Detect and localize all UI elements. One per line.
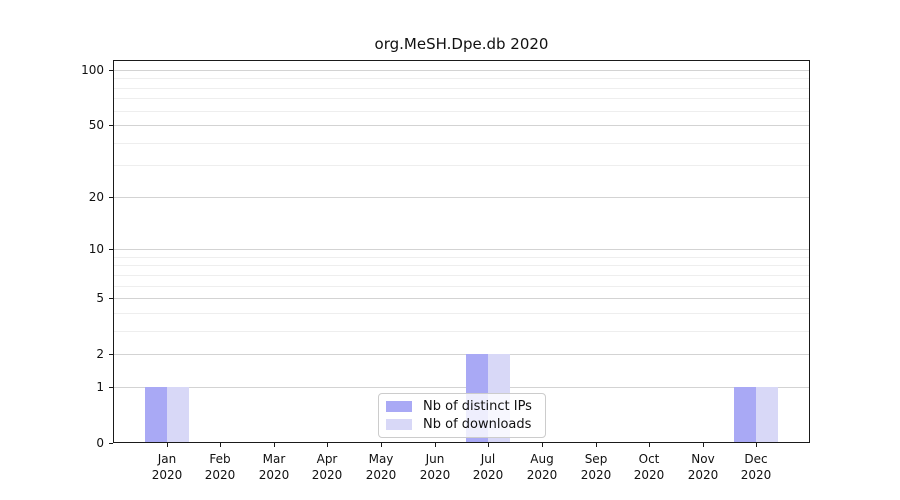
y-tick xyxy=(109,249,113,250)
legend-swatch-distinct-ips xyxy=(386,401,412,413)
x-tick xyxy=(596,443,597,447)
y-tick-label: 2 xyxy=(96,347,104,361)
gridline-minor xyxy=(114,331,809,332)
y-tick xyxy=(109,70,113,71)
gridline-minor xyxy=(114,265,809,266)
x-tick xyxy=(703,443,704,447)
y-tick xyxy=(109,387,113,388)
gridline-minor xyxy=(114,286,809,287)
gridline-major xyxy=(114,298,809,299)
x-tick xyxy=(542,443,543,447)
gridline-minor xyxy=(114,143,809,144)
gridline-major xyxy=(114,197,809,198)
y-tick xyxy=(109,197,113,198)
y-tick xyxy=(109,354,113,355)
y-tick xyxy=(109,443,113,444)
gridline-minor xyxy=(114,98,809,99)
gridline-major xyxy=(114,249,809,250)
legend-swatch-downloads xyxy=(386,418,412,430)
y-tick xyxy=(109,298,113,299)
gridline-minor xyxy=(114,165,809,166)
y-tick-label: 0 xyxy=(96,436,104,450)
x-tick-label: Jul 2020 xyxy=(472,452,504,482)
gridline-major xyxy=(114,70,809,71)
plot-frame xyxy=(113,60,810,443)
x-tick xyxy=(488,443,489,447)
bar-distinct-ips xyxy=(734,387,756,442)
legend-item-distinct-ips: Nb of distinct IPs xyxy=(386,399,538,414)
y-tick xyxy=(109,125,113,126)
gridline-major xyxy=(114,125,809,126)
gridline-major xyxy=(114,354,809,355)
x-tick xyxy=(327,443,328,447)
legend-label-distinct-ips: Nb of distinct IPs xyxy=(423,399,532,415)
x-tick xyxy=(649,443,650,447)
y-tick-label: 50 xyxy=(88,118,104,132)
x-tick-label: Sep 2020 xyxy=(580,452,612,482)
x-tick-label: Nov 2020 xyxy=(687,452,719,482)
x-tick xyxy=(167,443,168,447)
gridline-minor xyxy=(114,257,809,258)
bar-downloads xyxy=(756,387,778,442)
legend: Nb of distinct IPs Nb of downloads xyxy=(378,393,546,438)
x-tick xyxy=(381,443,382,447)
gridline-minor xyxy=(114,88,809,89)
x-tick-label: Oct 2020 xyxy=(633,452,665,482)
x-tick xyxy=(756,443,757,447)
y-tick-label: 1 xyxy=(96,380,104,394)
x-tick xyxy=(220,443,221,447)
x-tick-label: Mar 2020 xyxy=(258,452,290,482)
x-tick-label: Apr 2020 xyxy=(311,452,343,482)
legend-item-downloads: Nb of downloads xyxy=(386,417,538,432)
x-tick-label: Dec 2020 xyxy=(740,452,772,482)
gridline-minor xyxy=(114,275,809,276)
y-tick-label: 10 xyxy=(88,242,104,256)
gridline-major xyxy=(114,387,809,388)
legend-label-downloads: Nb of downloads xyxy=(423,416,532,432)
x-tick-label: Feb 2020 xyxy=(204,452,236,482)
gridline-minor xyxy=(114,313,809,314)
x-tick-label: Aug 2020 xyxy=(526,452,558,482)
x-tick xyxy=(435,443,436,447)
x-tick-label: Jan 2020 xyxy=(151,452,183,482)
y-tick-label: 20 xyxy=(88,190,104,204)
x-tick-label: Jun 2020 xyxy=(419,452,451,482)
y-tick-label: 5 xyxy=(96,291,104,305)
y-tick-label: 100 xyxy=(81,63,104,77)
gridline-minor xyxy=(114,111,809,112)
bar-distinct-ips xyxy=(145,387,167,442)
x-tick xyxy=(274,443,275,447)
x-tick-label: May 2020 xyxy=(365,452,397,482)
chart-title: org.MeSH.Dpe.db 2020 xyxy=(374,35,549,53)
bar-downloads xyxy=(167,387,189,442)
gridline-minor xyxy=(114,78,809,79)
